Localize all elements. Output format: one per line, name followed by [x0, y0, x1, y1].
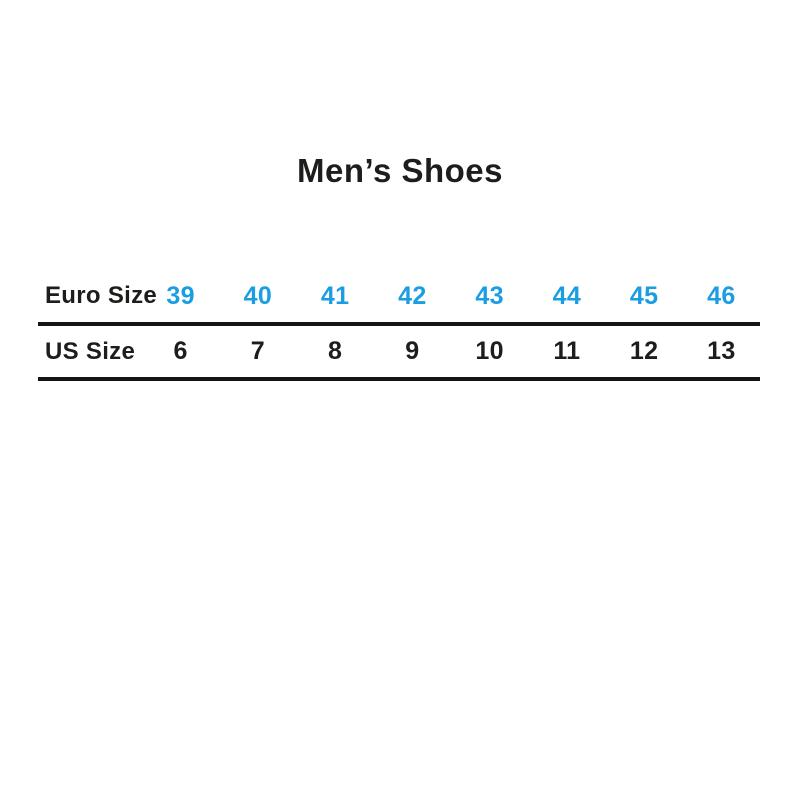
us-size-values: 6 7 8 9 10 11 12 13 — [142, 337, 760, 366]
euro-size-value: 39 — [166, 281, 195, 310]
euro-size-values: 39 40 41 42 43 44 45 46 — [142, 282, 760, 311]
us-size-value: 6 — [173, 337, 188, 365]
row-label-us-size: US Size — [45, 337, 136, 365]
us-size-value: 10 — [475, 337, 504, 365]
us-size-value: 8 — [328, 337, 343, 365]
page-title: Men’s Shoes — [297, 152, 503, 189]
euro-size-value: 40 — [243, 281, 273, 310]
us-size-value: 11 — [553, 337, 581, 365]
us-size-value: 9 — [405, 337, 420, 365]
euro-size-value: 41 — [320, 281, 350, 310]
euro-size-value: 46 — [707, 281, 736, 310]
euro-size-value: 43 — [475, 281, 504, 310]
size-conversion-table: Euro Size 39 40 41 42 43 44 45 46 US Siz… — [38, 270, 760, 381]
euro-size-value: 45 — [629, 281, 659, 310]
us-size-value: 12 — [629, 337, 659, 365]
row-label-euro-size: Euro Size — [45, 282, 158, 309]
euro-size-value: 42 — [398, 281, 427, 310]
table-row-us-size: US Size 6 7 8 9 10 11 12 13 — [38, 326, 760, 381]
us-size-value: 13 — [707, 337, 736, 365]
table-row-euro-size: Euro Size 39 40 41 42 43 44 45 46 — [38, 270, 760, 326]
us-size-value: 7 — [250, 337, 265, 365]
euro-size-value: 44 — [552, 281, 582, 310]
